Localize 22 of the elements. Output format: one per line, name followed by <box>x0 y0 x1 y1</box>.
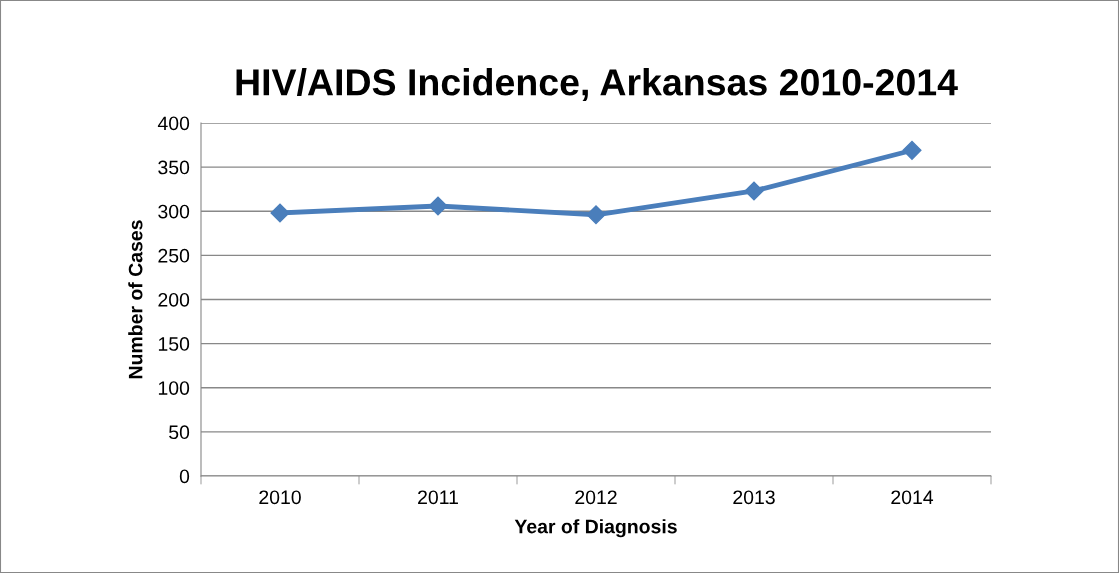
y-tick-label: 50 <box>169 425 190 440</box>
point <box>428 196 448 216</box>
x-tick-label: 2011 <box>418 490 458 505</box>
y-tick-label: 300 <box>158 204 190 219</box>
y-tick-label: 200 <box>158 292 190 307</box>
y-tick-label: 0 <box>179 469 190 484</box>
point <box>270 203 290 223</box>
point <box>586 205 606 225</box>
x-tick-label: 2013 <box>733 490 775 505</box>
y-axis-title: Number of Cases <box>128 220 143 379</box>
point <box>902 140 922 160</box>
y-tick-label: 350 <box>158 160 190 175</box>
x-tick-label: 2012 <box>575 490 617 505</box>
x-tick-label: 2010 <box>259 490 301 505</box>
y-tick-label: 400 <box>157 116 190 131</box>
x-axis-title: Year of Diagnosis <box>514 519 677 538</box>
point <box>744 181 764 201</box>
chart-title: HIV/AIDS Incidence, Arkansas 2010-2014 <box>236 68 958 102</box>
y-tick-label: 250 <box>158 248 190 263</box>
y-tick-label: 150 <box>158 337 190 351</box>
y-tick-label: 100 <box>158 381 190 395</box>
x-tick-label: 2014 <box>891 490 934 505</box>
